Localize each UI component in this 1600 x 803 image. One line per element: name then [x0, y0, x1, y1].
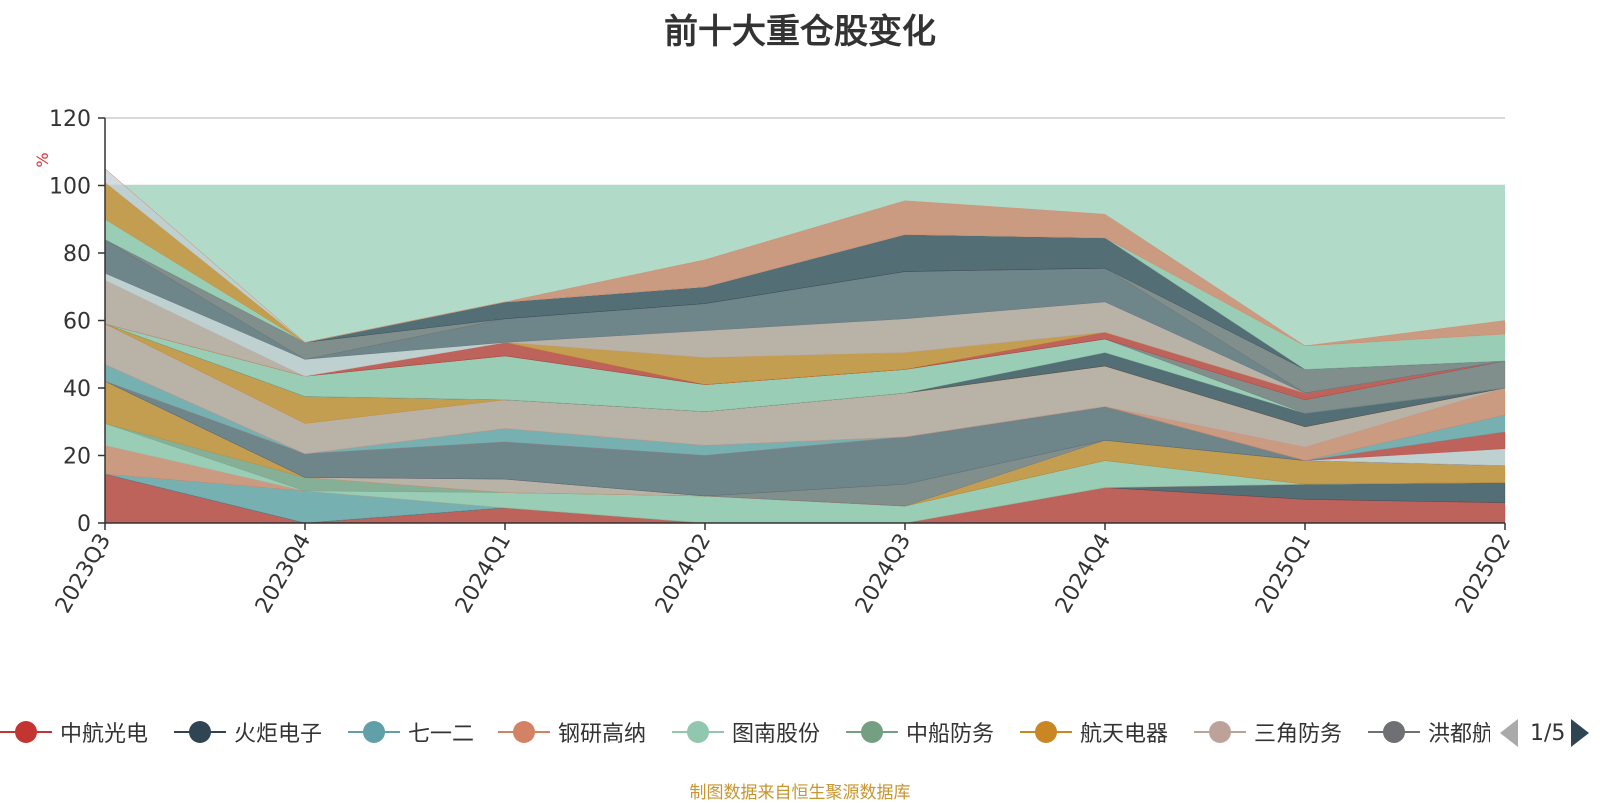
- x-tick-label: 2025Q2: [1451, 530, 1516, 618]
- legend-item[interactable]: 图南股份: [672, 712, 820, 752]
- legend-item[interactable]: 火炬电子: [174, 712, 322, 752]
- legend-label: 中航光电: [60, 722, 149, 747]
- area-series-layer: [104, 168, 1506, 524]
- chart-plot: 0 20 40 60 80 100 120 2023Q3 2023Q4 2024Q1 2024Q2 2…: [33, 107, 1516, 618]
- legend-item[interactable]: 三角防务: [1194, 712, 1342, 752]
- area-series-30[interactable]: [104, 168, 1506, 347]
- legend-label: 七一二: [408, 722, 475, 747]
- x-tick-label: 2024Q3: [851, 530, 916, 618]
- legend-label: 钢研高纳: [558, 722, 647, 747]
- chart-title: 前十大重仓股变化: [664, 12, 936, 52]
- y-axis-unit: %: [33, 152, 52, 167]
- legend-marker-icon: [1368, 721, 1420, 743]
- legend-prev-icon[interactable]: [1500, 719, 1518, 747]
- legend-label: 火炬电子: [234, 722, 323, 747]
- x-tick-label: 2024Q2: [651, 530, 716, 618]
- x-tick-label: 2023Q3: [51, 530, 116, 618]
- legend-label: 图南股份: [732, 722, 821, 747]
- legend-marker-icon: [348, 721, 400, 743]
- legend-marker-icon: [0, 721, 52, 743]
- legend-pager: 1/5: [1500, 716, 1600, 750]
- legend-label: 中船防务: [906, 722, 995, 747]
- y-tick-label: 80: [63, 242, 91, 267]
- y-tick-label: 120: [49, 107, 91, 132]
- x-tick-label: 2024Q4: [1051, 530, 1116, 618]
- legend-item[interactable]: 中船防务: [846, 712, 994, 752]
- legend-marker-icon: [174, 721, 226, 743]
- y-tick-label: 60: [63, 310, 91, 335]
- legend-label: 三角防务: [1254, 722, 1343, 747]
- legend-marker-icon: [846, 721, 898, 743]
- x-tick-label: 2023Q4: [251, 530, 316, 618]
- legend-item[interactable]: 航天电器: [1020, 712, 1168, 752]
- legend-label: 航天电器: [1080, 722, 1169, 747]
- y-tick-label: 100: [49, 175, 91, 200]
- data-source-note: 制图数据来自恒生聚源数据库: [689, 783, 911, 803]
- legend-marker-icon: [672, 721, 724, 743]
- legend-item[interactable]: 中航光电: [0, 712, 148, 752]
- x-tick-label: 2025Q1: [1251, 530, 1316, 618]
- y-tick-label: 0: [77, 512, 91, 537]
- legend-marker-icon: [1194, 721, 1246, 743]
- legend-page-indicator: 1/5: [1530, 720, 1566, 746]
- legend-item[interactable]: 钢研高纳: [498, 712, 646, 752]
- y-tick-label: 40: [63, 377, 91, 402]
- legend-item[interactable]: 洪都航空: [1368, 712, 1490, 752]
- legend-next-icon[interactable]: [1571, 719, 1590, 747]
- x-tick-label: 2024Q1: [451, 530, 516, 618]
- legend: 中航光电 火炬电子 七一二 钢研高纳 图南股份 中船防务 航天电器 三角防务 洪都航空: [0, 712, 1490, 752]
- y-tick-label: 20: [63, 445, 91, 470]
- legend-label: 洪都航空: [1428, 722, 1490, 747]
- legend-marker-icon: [498, 721, 550, 743]
- legend-item[interactable]: 七一二: [348, 712, 474, 752]
- legend-marker-icon: [1020, 721, 1072, 743]
